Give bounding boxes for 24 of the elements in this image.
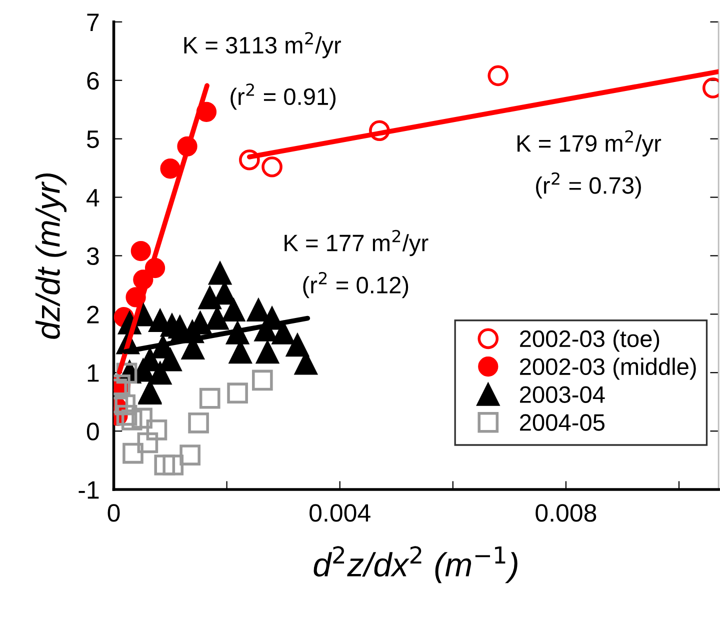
y-tick-label: 3: [86, 247, 99, 266]
y-tick-label: 2: [87, 306, 99, 324]
annotation: K = 179 m$^{2}$/yr: [518, 130, 662, 156]
y-tick-label: 7: [87, 14, 99, 31]
x-tick-label: 0.008: [536, 504, 596, 522]
annotation: K = 3113 m$^{2}$/yr: [184, 32, 341, 58]
annotation: K = 177 m$^{2}$/yr: [284, 230, 428, 256]
x-tick-label: 0.004: [310, 504, 370, 522]
annotation: (r$^{2}$ = 0.91): [230, 84, 336, 110]
legend-label: 2002-03 (middle): [520, 358, 696, 380]
legend-label: 2003-04: [520, 386, 605, 403]
x-tick-label: 0: [108, 504, 120, 522]
y-tick-label: 5: [86, 130, 99, 148]
legend-label: 2002-03 (toe): [520, 330, 660, 352]
y-tick-label: 1: [88, 364, 99, 382]
y-axis-title: dz/dt (m/yr): [35, 173, 67, 339]
y-tick-label: -1: [78, 481, 99, 499]
y-tick-label: 6: [87, 72, 99, 90]
legend-label: 2004-05: [520, 414, 604, 431]
y-tick-label: 4: [86, 189, 100, 206]
annotation: (r$^{2}$ = 0.12): [303, 272, 408, 298]
x-axis-title: d$^{2}$z/dx$^{2}$ (m$^{−1}$): [314, 546, 518, 584]
y-tick-label: 0: [86, 422, 99, 440]
annotation: (r$^{2}$ = 0.73): [536, 172, 641, 199]
